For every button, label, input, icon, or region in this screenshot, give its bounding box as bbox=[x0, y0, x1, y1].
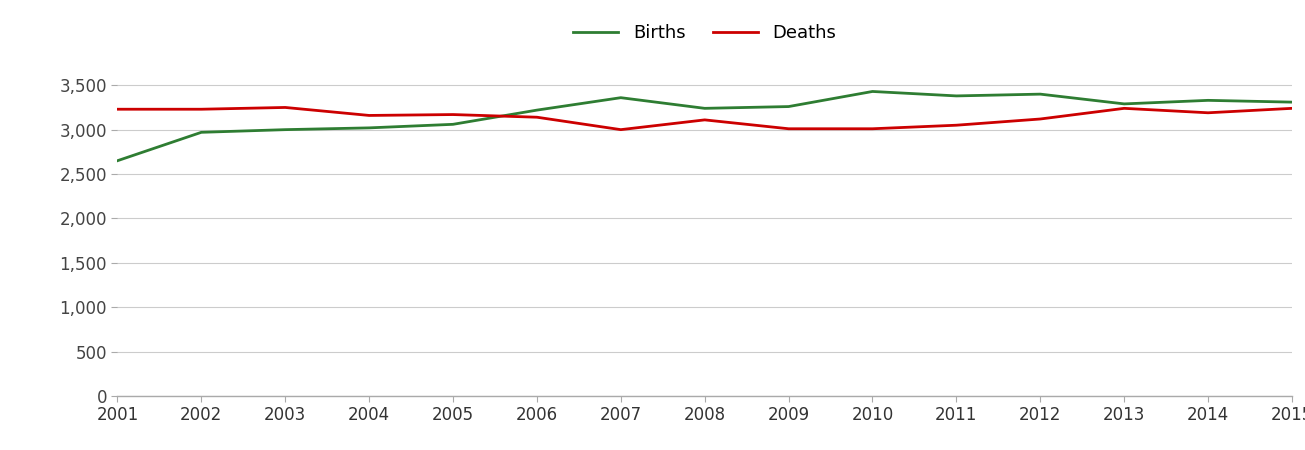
Births bbox=[1116, 101, 1131, 107]
Deaths bbox=[278, 105, 294, 110]
Deaths bbox=[529, 114, 544, 120]
Line: Births: Births bbox=[117, 91, 1292, 161]
Births bbox=[110, 158, 125, 163]
Legend: Births, Deaths: Births, Deaths bbox=[573, 24, 837, 42]
Births bbox=[613, 95, 629, 100]
Deaths bbox=[949, 122, 964, 128]
Births bbox=[949, 93, 964, 99]
Deaths bbox=[193, 107, 209, 112]
Births bbox=[1284, 99, 1300, 105]
Deaths bbox=[1201, 110, 1216, 116]
Births bbox=[865, 89, 881, 94]
Deaths bbox=[613, 127, 629, 132]
Deaths bbox=[865, 126, 881, 131]
Deaths bbox=[110, 107, 125, 112]
Births bbox=[361, 125, 377, 130]
Births bbox=[697, 106, 713, 111]
Births bbox=[1201, 98, 1216, 103]
Line: Deaths: Deaths bbox=[117, 108, 1292, 130]
Deaths bbox=[361, 113, 377, 118]
Births bbox=[1032, 91, 1048, 97]
Deaths bbox=[445, 112, 461, 117]
Births bbox=[529, 108, 544, 113]
Deaths bbox=[697, 117, 713, 122]
Deaths bbox=[1284, 106, 1300, 111]
Births bbox=[193, 130, 209, 135]
Births bbox=[445, 122, 461, 127]
Births bbox=[278, 127, 294, 132]
Deaths bbox=[1032, 116, 1048, 122]
Deaths bbox=[780, 126, 796, 131]
Deaths bbox=[1116, 106, 1131, 111]
Births bbox=[780, 104, 796, 109]
